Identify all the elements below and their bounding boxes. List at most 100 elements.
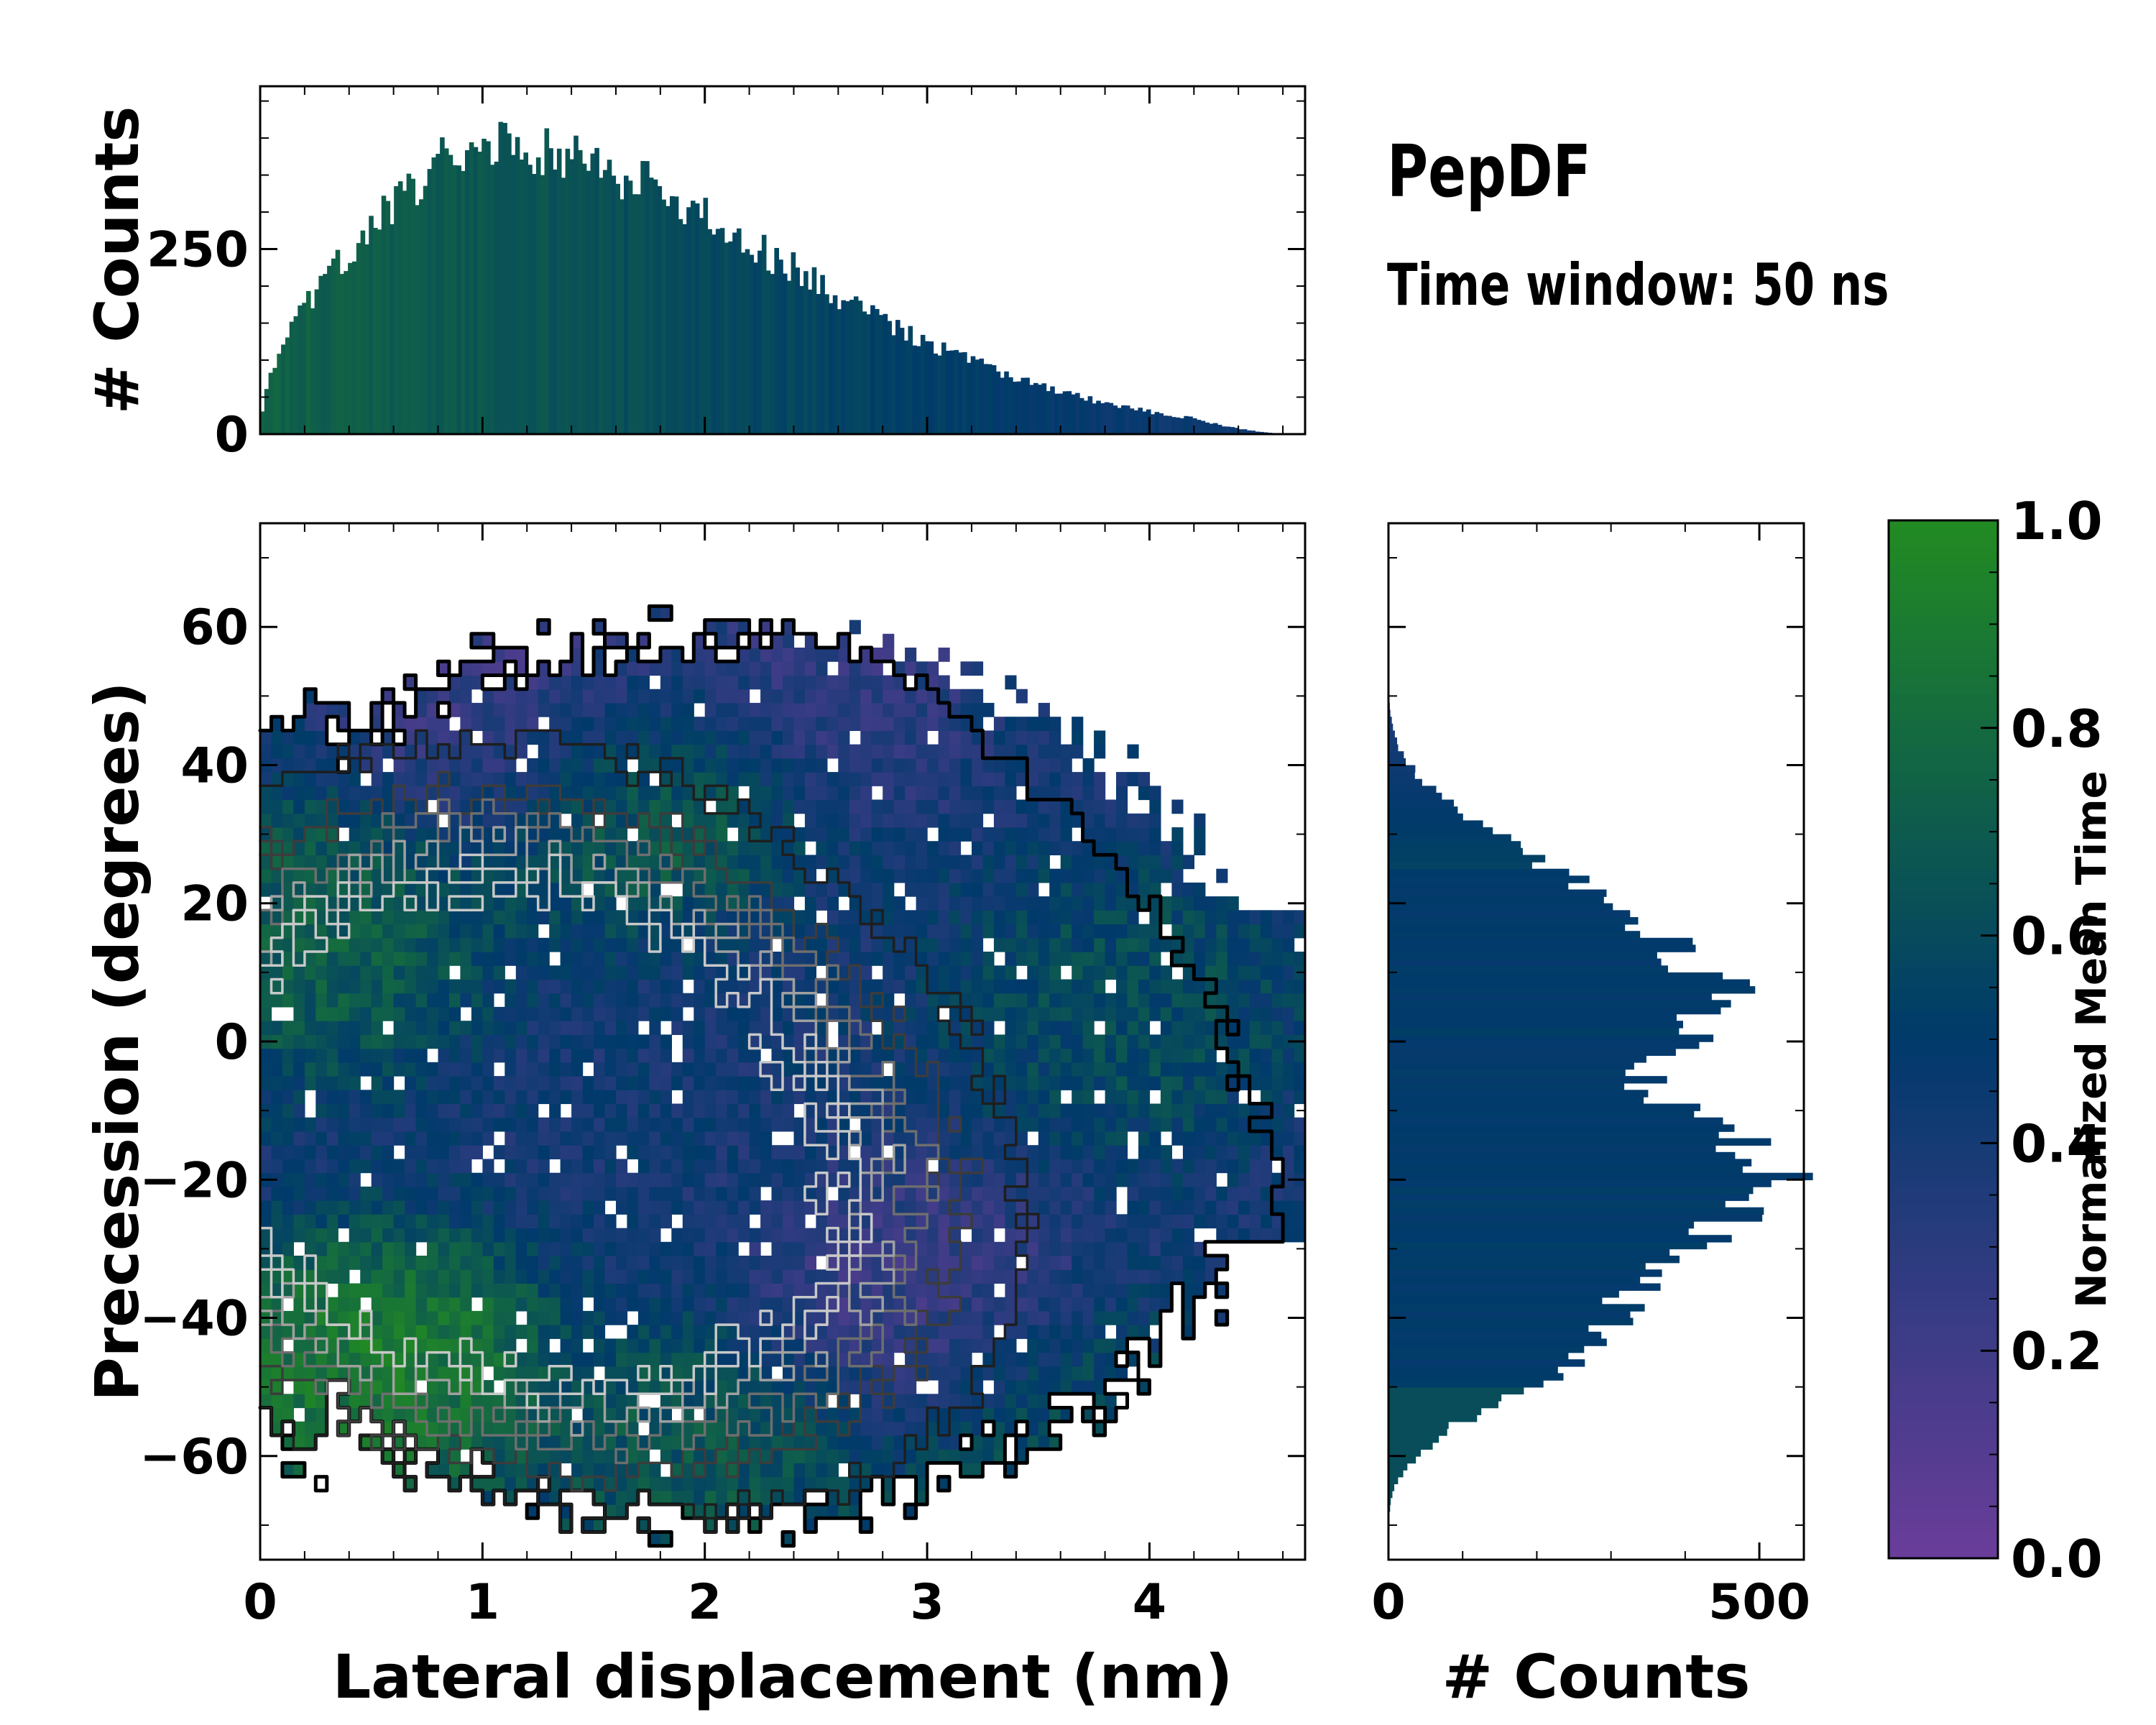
heatmap-cell [927,813,939,828]
heatmap-cell [793,1034,806,1049]
heatmap-cell [838,1200,850,1215]
top-histogram-bar [653,179,658,434]
heatmap-cell [816,1421,828,1436]
heatmap-cell [783,1186,795,1201]
heatmap-cell [916,1421,928,1436]
heatmap-cell [582,744,594,759]
top-histogram-bar [857,300,863,434]
top-histogram-bar [1125,405,1130,434]
heatmap-cell [704,1476,717,1491]
heatmap-cell [927,924,939,939]
top-histogram-bar [1100,403,1105,434]
heatmap-cell [538,1117,550,1132]
heatmap-cell [749,1476,761,1491]
heatmap-cell [604,1241,617,1256]
heatmap-cell [883,648,895,662]
heatmap-cell [349,1117,361,1132]
heatmap-cell [916,1117,928,1132]
heatmap-cell [616,1380,628,1394]
heatmap-cell [260,952,272,966]
heatmap-cell [460,758,472,773]
heatmap-cell [771,1214,783,1229]
heatmap-cell [1082,1228,1095,1243]
heatmap-cell [671,1200,683,1215]
heatmap-cell [326,1090,338,1105]
heatmap-cell [427,1021,439,1035]
heatmap-cell [860,868,872,883]
heatmap-cell [716,1490,728,1505]
heatmap-cell [826,702,839,717]
heatmap-cell [571,1352,584,1367]
heatmap-cell [704,661,717,676]
heatmap-cell [637,772,650,786]
heatmap-cell [449,868,461,883]
heatmap-cell [382,1256,395,1270]
heatmap-cell [860,661,872,676]
heatmap-cell [616,924,628,939]
heatmap-cell [1082,1338,1095,1353]
heatmap-cell [871,1366,883,1381]
heatmap-cell [505,1200,517,1215]
heatmap-cell [449,1214,461,1229]
top-histogram-bar [323,274,328,434]
heatmap-cell [382,924,395,939]
heatmap-cell [849,1228,861,1243]
heatmap-cell [783,1532,795,1547]
top-histogram-bar [356,243,361,434]
heatmap-cell [505,1006,517,1021]
top-histogram-bar [1025,377,1030,434]
heatmap-cell [916,1145,928,1159]
heatmap-cell [938,1476,950,1491]
heatmap-cell [315,1034,328,1049]
heatmap-cell [1049,1297,1061,1312]
heatmap-cell [804,1504,816,1519]
heatmap-cell [1160,855,1172,870]
heatmap-cell [1027,1034,1039,1049]
heatmap-cell [1138,1172,1151,1187]
heatmap-cell [449,827,461,842]
heatmap-cell [471,924,483,939]
heatmap-cell [594,1117,606,1132]
heatmap-cell [694,1297,706,1312]
heatmap-cell [949,827,962,842]
heatmap-cell [1072,1366,1084,1381]
heatmap-cell [594,772,606,786]
heatmap-cell [793,1325,806,1339]
heatmap-cell [1127,1090,1139,1105]
heatmap-cell [637,1131,650,1146]
heatmap-cell [604,993,617,1008]
heatmap-cell [860,813,872,828]
heatmap-cell [415,1435,428,1450]
heatmap-cell [1094,744,1106,759]
heatmap-cell [382,827,395,842]
heatmap-cell [704,1062,717,1077]
heatmap-cell [927,1200,939,1215]
heatmap-cell [660,1090,672,1105]
heatmap-cell [571,758,584,773]
heatmap-cell [760,965,773,980]
heatmap-cell [738,855,750,870]
heatmap-cell [493,1200,505,1215]
heatmap-cell [816,689,828,704]
heatmap-cell [883,1048,895,1063]
heatmap-cell [783,1256,795,1270]
heatmap-cell [1005,730,1017,745]
heatmap-cell [405,952,417,966]
heatmap-cell [960,1034,972,1049]
heatmap-cell [716,1463,728,1478]
heatmap-cell [282,882,294,897]
heatmap-cell [838,952,850,966]
heatmap-cell [1049,744,1061,759]
heatmap-cell [793,1214,806,1229]
heatmap-cell [993,1048,1005,1063]
heatmap-cell [972,1310,984,1325]
heatmap-cell [871,648,883,662]
heatmap-cell [749,1172,761,1187]
top-histogram-bar [979,358,984,434]
heatmap-cell [671,1435,683,1450]
heatmap-cell [594,1297,606,1312]
heatmap-cell [927,937,939,952]
heatmap-cell [538,1463,550,1478]
heatmap-cell [582,993,594,1008]
heatmap-cell [293,952,305,966]
